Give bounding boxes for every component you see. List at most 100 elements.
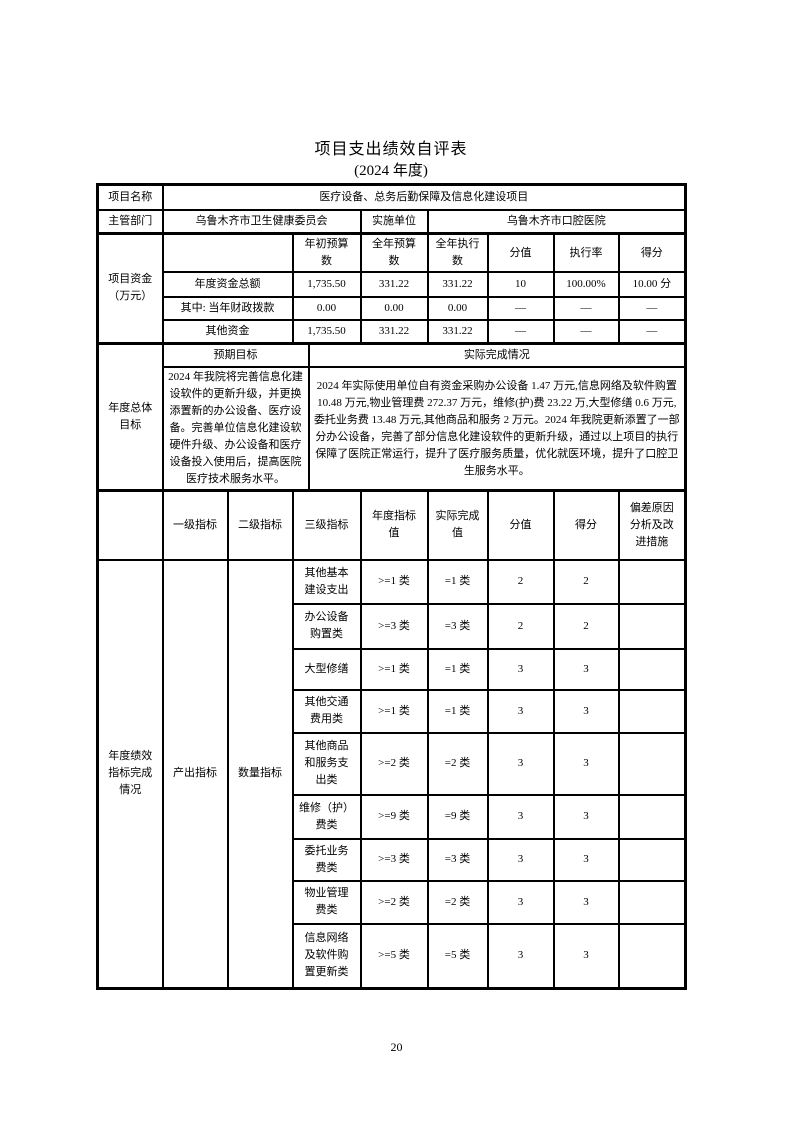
funds-header-weight: 分值 [486, 232, 555, 273]
indicator-level1-cell: 产出指标 [161, 558, 229, 990]
indicator-target-cell: >=1 类 [359, 558, 429, 605]
funds-row-label-cell: 其他资金 [161, 319, 294, 344]
indicator-row: 其他交通 费用类 >=1 类 =1 类 3 3 [98, 688, 687, 734]
indicator-score-cell: 3 [552, 922, 620, 990]
indicator-deviation-cell [617, 688, 687, 734]
funds-weight-cell: — [486, 296, 555, 321]
indicator-deviation-cell [617, 558, 687, 605]
indicator-score-cell: 3 [552, 879, 620, 925]
indicator-score-cell: 3 [552, 688, 620, 734]
funds-header-initial-budget: 年初预算 数 [291, 232, 362, 273]
indicator-header-level3: 三级指标 [291, 489, 362, 561]
indicator-deviation-cell [617, 922, 687, 990]
funds-header-annual-executed: 全年执行 数 [426, 232, 489, 273]
indicator-score-cell: 3 [552, 731, 620, 796]
indicator-weight-cell: 3 [486, 922, 555, 990]
indicator-weight-cell: 3 [486, 837, 555, 882]
indicator-deviation-cell [617, 647, 687, 691]
indicator-actual-cell: =3 类 [426, 837, 489, 882]
indicator-deviation-cell [617, 731, 687, 796]
indicator-header-target: 年度指标 值 [359, 489, 429, 561]
indicator-section-label-cell: 年度绩效 指标完成 情况 [96, 558, 164, 990]
funds-row-label-cell: 其中: 当年财政拨款 [161, 296, 294, 321]
indicator-actual-cell: =1 类 [426, 558, 489, 605]
goal-text-row: 2024 年我院将完善信息化建设软件的更新升级，并更换添置新的办公设备、医疗设备… [98, 366, 687, 492]
indicator-target-cell: >=2 类 [359, 879, 429, 925]
indicator-header-actual: 实际完成 值 [426, 489, 489, 561]
indicator-name-cell: 其他商品 和服务支 出类 [291, 731, 362, 796]
indicator-target-cell: >=3 类 [359, 602, 429, 650]
indicator-header-weight: 分值 [486, 489, 555, 561]
indicator-score-cell: 3 [552, 837, 620, 882]
goal-expected-header-cell: 预期目标 [161, 341, 310, 368]
indicator-header-blank-cell [96, 489, 164, 561]
indicator-weight-cell: 2 [486, 558, 555, 605]
goal-actual-text-cell: 2024 年实际使用单位自有资金采购办公设备 1.47 万元,信息网络及软件购置… [307, 366, 687, 492]
department-row: 主管部门 乌鲁木齐市卫生健康委员会 实施单位 乌鲁木齐市口腔医院 [96, 208, 687, 235]
page-number: 20 [390, 1040, 403, 1054]
indicator-name-cell: 办公设备 购置类 [291, 602, 362, 650]
funds-execution-rate-cell: 100.00% [552, 271, 620, 298]
funds-weight-cell: — [486, 319, 555, 344]
dept-label-cell: 主管部门 [96, 208, 164, 235]
indicator-deviation-cell [617, 879, 687, 925]
funds-header-annual-budget: 全年预算 数 [359, 232, 429, 273]
indicator-header-level2: 二级指标 [226, 489, 294, 561]
impl-unit-label-cell: 实施单位 [359, 208, 429, 235]
indicator-target-cell: >=1 类 [359, 688, 429, 734]
funds-annual-executed-cell: 331.22 [426, 271, 489, 298]
indicator-actual-cell: =1 类 [426, 688, 489, 734]
indicator-weight-cell: 2 [486, 602, 555, 650]
indicator-actual-cell: =9 类 [426, 793, 489, 840]
funds-annual-budget-cell: 331.22 [359, 319, 429, 344]
funds-header-row: 项目资金 （万元） 年初预算 数 全年预算 数 全年执行 数 分值 执行率 得分 [96, 232, 687, 344]
indicator-row: 信息网络 及软件购 置更新类 >=5 类 =5 类 3 3 [98, 922, 687, 990]
indicator-actual-cell: =2 类 [426, 731, 489, 796]
project-name-row: 项目名称 医疗设备、总务后勤保障及信息化建设项目 [96, 183, 687, 211]
funds-header-blank-cell [161, 232, 294, 273]
funds-score-cell: — [617, 296, 687, 321]
indicator-deviation-cell [617, 602, 687, 650]
impl-unit-value-cell: 乌鲁木齐市口腔医院 [426, 208, 687, 235]
indicator-row: 办公设备 购置类 >=3 类 =3 类 2 2 [98, 602, 687, 650]
goal-expected-text-cell: 2024 年我院将完善信息化建设软件的更新升级，并更换添置新的办公设备、医疗设备… [161, 366, 310, 492]
indicator-deviation-cell [617, 793, 687, 840]
indicator-score-cell: 2 [552, 602, 620, 650]
indicator-score-cell: 3 [552, 647, 620, 691]
indicator-target-cell: >=3 类 [359, 837, 429, 882]
indicator-name-cell: 信息网络 及软件购 置更新类 [291, 922, 362, 990]
indicator-weight-cell: 3 [486, 647, 555, 691]
funds-annual-budget-cell: 331.22 [359, 271, 429, 298]
indicator-actual-cell: =1 类 [426, 647, 489, 691]
indicator-name-cell: 其他基本 建设支出 [291, 558, 362, 605]
funds-annual-budget-cell: 0.00 [359, 296, 429, 321]
funds-header-execution-rate: 执行率 [552, 232, 620, 273]
indicator-header-deviation: 偏差原因 分析及改 进措施 [617, 489, 687, 561]
goal-header-row: 年度总体 目标 预期目标 实际完成情况 [96, 341, 687, 492]
indicator-weight-cell: 3 [486, 879, 555, 925]
indicator-level2-cell: 数量指标 [226, 558, 294, 990]
indicator-actual-cell: =3 类 [426, 602, 489, 650]
indicator-header-row: 一级指标 二级指标 三级指标 年度指标 值 实际完成 值 分值 得分 偏差原因 … [96, 489, 687, 561]
self-evaluation-table: 项目名称 医疗设备、总务后勤保障及信息化建设项目 主管部门 乌鲁木齐市卫生健康委… [96, 183, 688, 990]
indicator-target-cell: >=2 类 [359, 731, 429, 796]
project-name-value-cell: 医疗设备、总务后勤保障及信息化建设项目 [161, 183, 687, 211]
goal-section-label-cell: 年度总体 目标 [96, 341, 164, 492]
indicator-name-cell: 大型修缮 [291, 647, 362, 691]
indicator-weight-cell: 3 [486, 793, 555, 840]
funds-initial-budget-cell: 1,735.50 [291, 271, 362, 298]
indicator-header-level1: 一级指标 [161, 489, 229, 561]
page-subtitle: (2024 年度) [354, 163, 428, 179]
indicator-weight-cell: 3 [486, 731, 555, 796]
indicator-deviation-cell [617, 837, 687, 882]
indicator-row: 年度绩效 指标完成 情况 产出指标 数量指标 其他基本 建设支出 >=1 类 =… [96, 558, 687, 990]
project-name-label-cell: 项目名称 [96, 183, 164, 211]
funds-other-row: 其他资金 1,735.50 331.22 331.22 — — — [98, 319, 687, 344]
indicator-score-cell: 3 [552, 793, 620, 840]
funds-execution-rate-cell: — [552, 319, 620, 344]
indicator-row: 大型修缮 >=1 类 =1 类 3 3 [98, 647, 687, 691]
indicator-target-cell: >=1 类 [359, 647, 429, 691]
funds-row-label-cell: 年度资金总额 [161, 271, 294, 298]
indicator-name-cell: 物业管理 费类 [291, 879, 362, 925]
